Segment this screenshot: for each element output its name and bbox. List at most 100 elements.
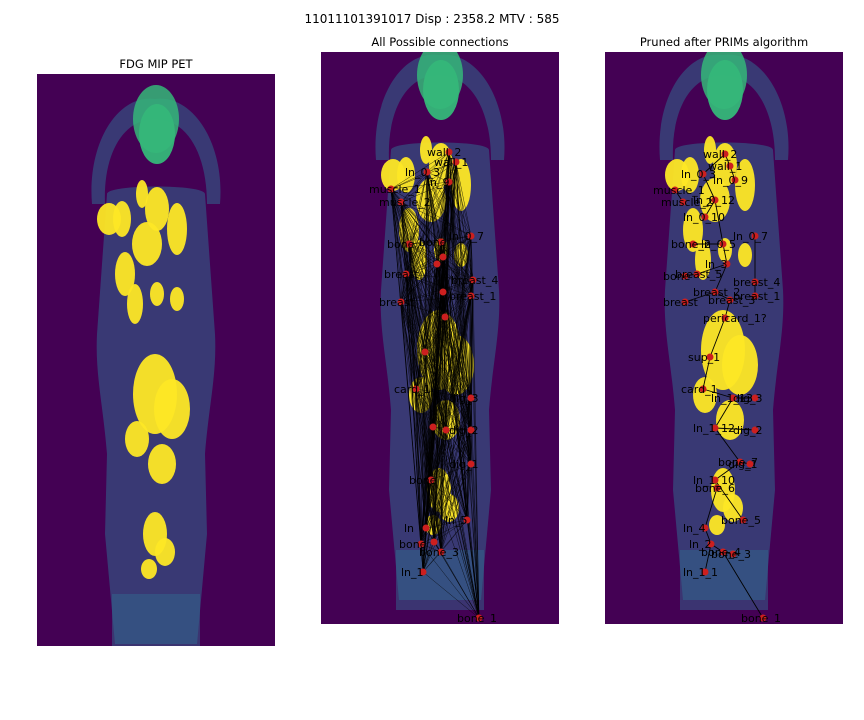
graph-node	[475, 614, 483, 622]
graph-edge	[425, 463, 472, 529]
node-label: ln_0_7	[449, 230, 484, 243]
graph-edge	[422, 426, 434, 573]
pruned-graph-image: wall_2 wall_1 ln_0_3 ln_0_9 muscle_1 ln_0_12 m…	[605, 52, 843, 624]
graph-edge	[405, 241, 442, 275]
arms-region	[91, 98, 221, 204]
graph-node	[452, 158, 460, 166]
node-label: ln_0_10	[683, 211, 725, 224]
graph-node	[445, 178, 453, 186]
graph-node	[759, 614, 767, 622]
graph-edge	[400, 273, 407, 303]
graph-node	[679, 198, 687, 206]
node-label: breast_1	[449, 290, 496, 303]
graph-node	[402, 270, 410, 278]
node-label: bone_2	[671, 238, 711, 251]
graph-edge	[415, 263, 438, 390]
graph-node	[751, 292, 759, 300]
graph-edge	[390, 181, 450, 190]
uptake-blob	[738, 243, 752, 267]
graph-edge	[408, 241, 442, 245]
graph-node	[419, 568, 427, 576]
panel-title-all-connections: All Possible connections	[371, 35, 509, 49]
graph-node	[671, 186, 679, 194]
node-label: ln_5	[445, 514, 468, 527]
uptake-blob	[148, 444, 176, 484]
node-label: breast_2	[693, 286, 740, 299]
node-label: ln_1_10	[693, 474, 735, 487]
arms-region	[375, 54, 505, 160]
graph-edge	[426, 171, 472, 297]
graph-node	[713, 484, 721, 492]
graph-edge	[442, 256, 472, 465]
graph-edge	[430, 463, 472, 481]
graph-node	[729, 550, 737, 558]
graph-node	[699, 170, 707, 178]
graph-edge	[390, 171, 428, 190]
pelvis-region	[680, 550, 768, 610]
graph-node	[701, 213, 709, 221]
mst-edge	[714, 397, 734, 429]
graph-node	[701, 524, 709, 532]
node-label: breast	[379, 296, 415, 309]
graph-edge	[408, 243, 438, 265]
node-label: ln_0_3	[681, 168, 716, 181]
graph-edge	[405, 273, 446, 318]
graph-edge	[415, 291, 444, 390]
graph-node	[699, 385, 707, 393]
graph-node	[751, 278, 759, 286]
uptake-blob	[136, 180, 148, 208]
node-label: breast_5	[675, 268, 722, 281]
mst-edge	[684, 291, 716, 303]
mip-pet-image	[37, 74, 275, 646]
graph-node	[711, 288, 719, 296]
graph-edge	[444, 316, 480, 619]
node-label: bone_3	[711, 548, 751, 561]
graph-edge	[408, 171, 428, 245]
graph-edge	[448, 151, 472, 237]
graph-edge	[420, 519, 468, 545]
mst-edge	[702, 153, 726, 175]
graph-edge	[415, 256, 444, 390]
uptake-blob	[716, 400, 744, 440]
uptake-blob	[127, 284, 143, 324]
graph-edge	[424, 316, 446, 353]
graph-node	[467, 394, 475, 402]
graph-edge	[444, 316, 472, 465]
graph-edge	[415, 181, 450, 390]
mst-edge	[702, 356, 711, 390]
graph-node	[437, 548, 445, 556]
graph-edge	[390, 188, 426, 353]
node-label: bone	[387, 238, 415, 251]
node-label: sup_1	[688, 351, 720, 364]
graph-edge	[430, 479, 480, 619]
mst-edge	[704, 543, 712, 573]
node-label: dig_1	[449, 458, 479, 471]
mst-edge	[702, 173, 716, 201]
graph-edge	[445, 295, 472, 431]
uptake-blob	[132, 222, 162, 266]
node-label: ln_0_5	[701, 238, 736, 251]
graph-node	[731, 176, 739, 184]
graph-edge	[455, 161, 472, 237]
graph-node	[706, 353, 714, 361]
uptake-blob	[150, 282, 164, 306]
graph-edge	[400, 201, 426, 353]
node-label: ln	[404, 522, 414, 535]
graph-node	[422, 524, 430, 532]
graph-edge	[430, 295, 472, 481]
graph-node	[469, 276, 477, 284]
node-label: wall_1	[708, 160, 742, 173]
graph-edge	[422, 551, 442, 573]
body-silhouette	[605, 52, 843, 624]
graph-edge	[400, 301, 427, 529]
graph-edge	[405, 273, 427, 529]
mst-edge	[722, 551, 764, 619]
graph-edge	[442, 256, 472, 431]
graph-node	[421, 348, 429, 356]
graph-node	[412, 385, 420, 393]
node-label: wall_1	[434, 156, 468, 169]
graph-edge	[472, 279, 480, 619]
node-label: bone	[399, 538, 427, 551]
uptake-blob	[420, 136, 432, 164]
